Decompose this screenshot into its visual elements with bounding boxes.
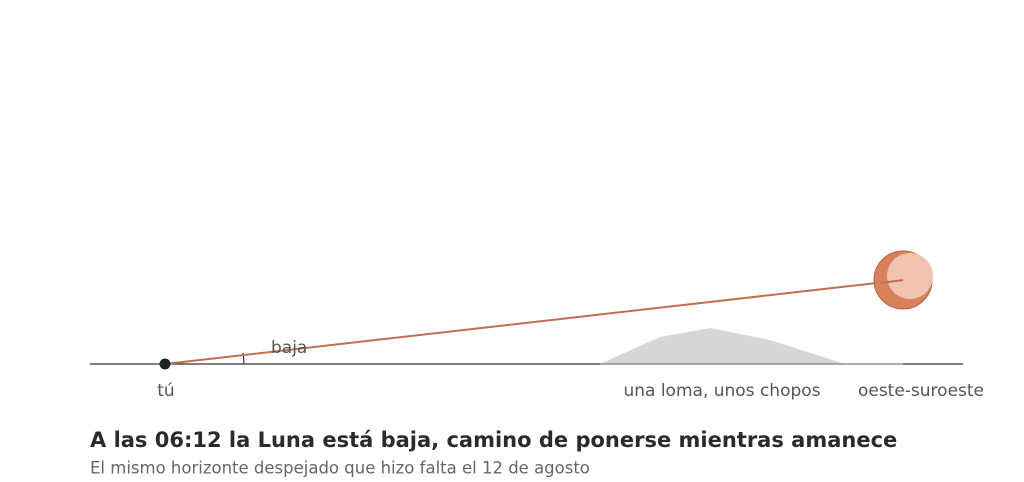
hill <box>600 328 845 364</box>
observer-label: tú <box>157 381 174 401</box>
caption-title: A las 06:12 la Luna está baja, camino de… <box>90 428 897 452</box>
direction-label: oeste-suroeste <box>858 381 984 401</box>
sight-line <box>164 279 904 365</box>
sight-line-end <box>879 279 904 284</box>
observer-dot <box>159 358 171 370</box>
caption-subtitle: El mismo horizonte despejado que hizo fa… <box>90 459 590 478</box>
moon-lit <box>887 253 933 299</box>
angle-label: baja <box>271 338 307 358</box>
obstacle-label: una loma, unos chopos <box>623 381 820 401</box>
angle-arc <box>242 352 245 365</box>
